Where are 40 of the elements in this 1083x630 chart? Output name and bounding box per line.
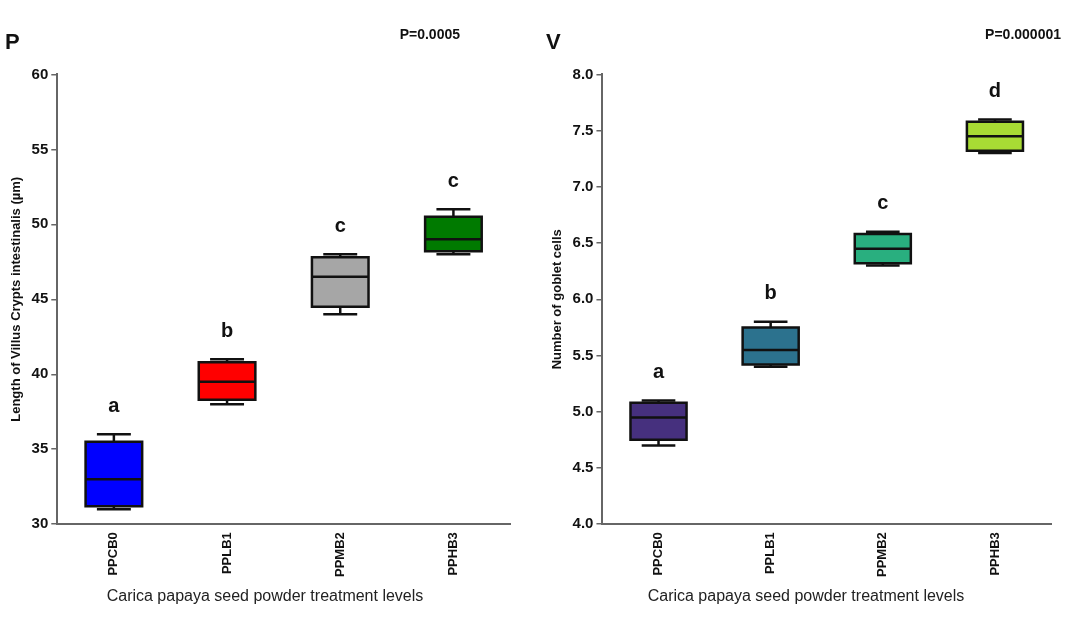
y-axis-title: Number of goblet cells [549,229,565,370]
annotation: b [764,281,777,304]
x-tick-label: PPCB0 [650,532,666,576]
y-tick-label: 4.0 [572,514,594,532]
y-tick-label: 7.0 [572,176,594,194]
annotation: c [877,191,889,214]
y-tick-label: 45 [31,289,49,307]
annotation: c [447,168,459,191]
x-tick-label: PPMB2 [874,532,890,578]
y-tick-label: 7.5 [572,120,594,138]
annotation: a [108,393,121,416]
annotation: a [652,360,665,383]
y-axis-title: Length of Villus Crypts intestinalis (µm) [8,176,24,422]
y-tick-label: 50 [31,214,49,232]
y-tick-label: 6.5 [572,233,594,251]
y-tick-label: 8.0 [572,64,594,82]
text: P=0.0005 [399,25,461,42]
y-tick-label: 30 [31,514,49,532]
y-tick-label: 6.0 [572,289,594,307]
x-axis-title: Carica papaya seed powder treatment levels [646,587,966,605]
y-tick-label: 35 [31,439,49,457]
x-axis-title: Carica papaya seed powder treatment levels [105,587,425,605]
x-tick-label: PPMB2 [331,532,347,578]
chart-title: P [5,29,20,55]
y-tick-label: 55 [31,139,49,157]
x-tick-label: PPHB3 [444,532,460,576]
y-tick-label: 5.5 [572,345,594,363]
x-tick-label: PPCB0 [105,532,121,576]
y-tick-label: 40 [31,364,49,382]
y-tick-label: 60 [31,64,49,82]
text: P=0.000001 [985,25,1062,42]
x-tick-label: PPHB3 [986,532,1002,576]
x-tick-label: PPLB1 [218,532,234,575]
annotation: d [988,78,1002,101]
annotation: c [334,213,346,236]
annotation: b [220,318,234,341]
y-tick-label: 5.0 [572,401,594,419]
x-tick-label: PPLB1 [762,532,778,575]
chart-title: V [546,29,561,55]
y-tick-label: 4.5 [572,458,594,476]
